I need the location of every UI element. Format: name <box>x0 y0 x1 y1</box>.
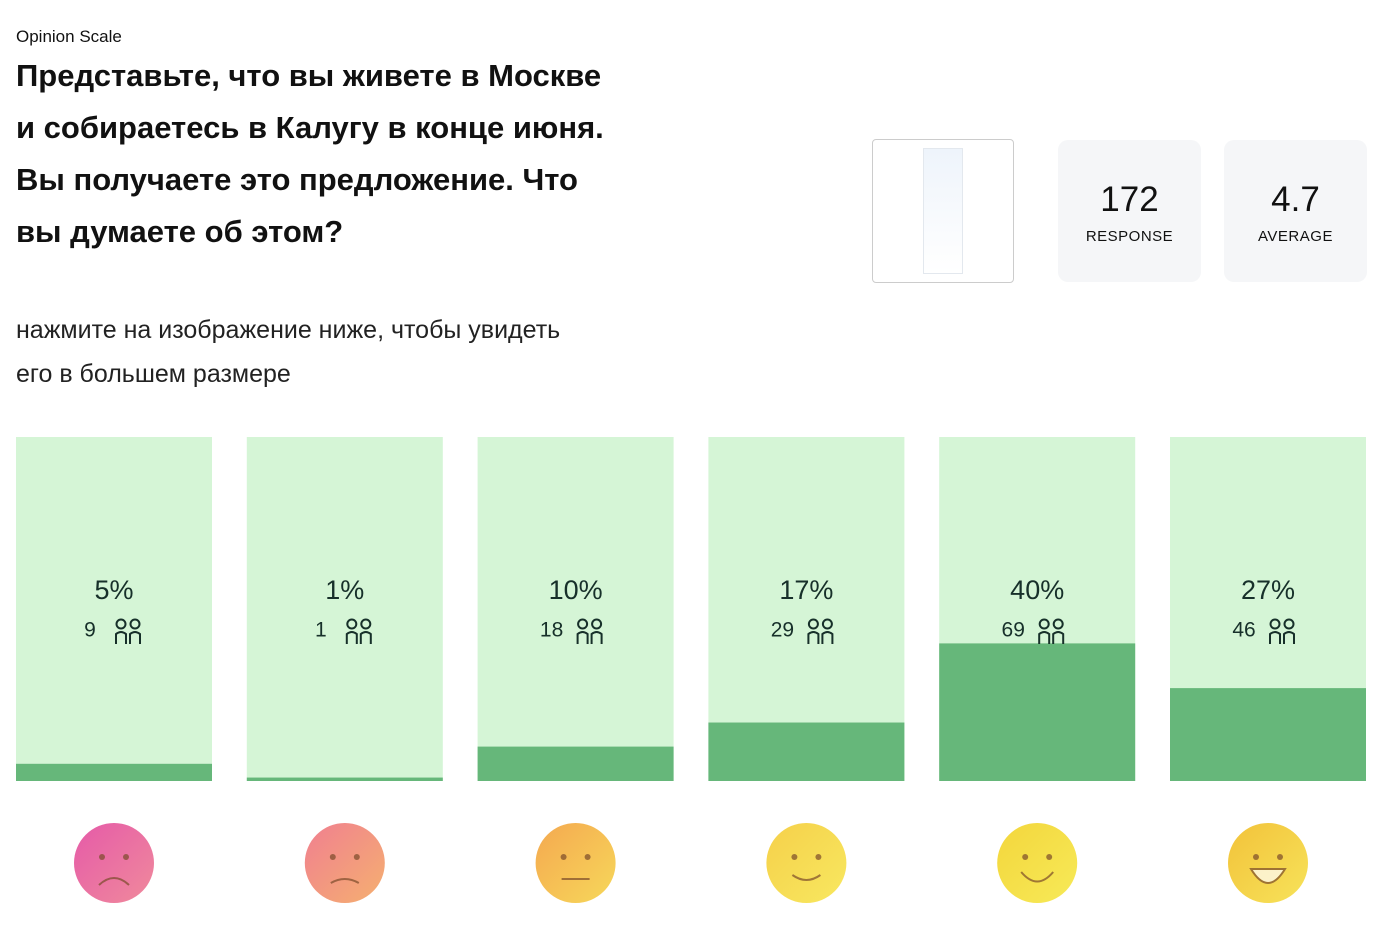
icon-part <box>115 618 127 630</box>
response-count: 9 <box>84 619 96 642</box>
hint: нажмите на изображение ниже, чтобы увиде… <box>16 316 561 388</box>
response-count: 46 <box>1232 619 1255 642</box>
face <box>535 823 616 903</box>
bar <box>16 763 212 781</box>
image-thumbnail[interactable] <box>872 139 1014 283</box>
bar-track <box>477 437 674 781</box>
icon-part <box>360 618 372 630</box>
mouth <box>1020 871 1054 883</box>
eye <box>815 854 822 860</box>
icon-part <box>346 618 358 630</box>
stat-label: RESPONSE <box>1085 228 1174 245</box>
icon-part <box>115 631 127 644</box>
question-type: Opinion Scale <box>16 27 122 46</box>
icon-part <box>807 618 819 630</box>
face <box>997 823 1078 903</box>
bar <box>708 722 905 781</box>
eye <box>99 854 105 860</box>
icon-part <box>821 618 833 630</box>
stat-card: 4.7 AVERAGE <box>1224 140 1367 282</box>
icon-part <box>1052 631 1065 644</box>
mouth <box>791 874 821 881</box>
emoji-face <box>535 823 616 903</box>
icon-part <box>576 631 589 644</box>
percent-label: 40% <box>1010 575 1064 605</box>
bar <box>1170 688 1366 781</box>
emoji-face <box>74 823 154 903</box>
people-icon <box>807 618 834 644</box>
icon-part <box>590 631 603 644</box>
icon-part <box>577 618 589 630</box>
stat-value: 172 <box>1100 180 1159 219</box>
icon-part <box>821 631 834 644</box>
face <box>766 823 847 903</box>
icon-part <box>1269 618 1281 630</box>
eye <box>353 854 360 860</box>
mouth <box>330 878 360 884</box>
icon-part <box>1283 631 1295 644</box>
stat-label: AVERAGE <box>1258 228 1333 245</box>
response-count: 1 <box>315 619 327 642</box>
eye <box>1046 854 1053 860</box>
icon-part <box>359 631 372 644</box>
bar <box>246 777 443 781</box>
response-count: 29 <box>771 619 794 642</box>
stat-value: 4.7 <box>1271 180 1320 219</box>
people-icon <box>576 618 603 644</box>
percent-label: 1% <box>325 575 364 605</box>
eye <box>584 854 591 860</box>
bar-track <box>16 437 212 781</box>
eye <box>560 854 567 860</box>
eye <box>791 854 798 860</box>
icon-part <box>1038 618 1050 630</box>
icon-part <box>1269 631 1281 644</box>
bar-track <box>246 437 443 781</box>
icon-part <box>591 618 603 630</box>
face <box>74 823 154 903</box>
bar <box>477 746 674 781</box>
face <box>1228 823 1308 903</box>
icon-part <box>345 631 358 644</box>
question: Представьте, что вы живете в Москве и со… <box>16 58 604 249</box>
emoji-face <box>766 823 847 903</box>
bar <box>939 643 1136 781</box>
bar-track <box>1170 437 1366 781</box>
percent-label: 10% <box>549 575 603 605</box>
response-count: 69 <box>1002 619 1025 642</box>
percent-label: 27% <box>1241 575 1295 605</box>
mouth <box>98 877 130 886</box>
icon-part <box>1052 618 1064 630</box>
icon-part <box>1283 618 1295 630</box>
percent-label: 5% <box>94 575 133 605</box>
eye <box>1277 854 1283 860</box>
bar-track <box>708 437 905 781</box>
eye <box>329 854 336 860</box>
stat-card: 172 RESPONSE <box>1058 140 1201 282</box>
emoji-face <box>1228 823 1308 903</box>
icon-part <box>807 631 820 644</box>
icon-part <box>129 618 141 630</box>
response-count: 18 <box>540 619 563 642</box>
emoji-face <box>997 823 1078 903</box>
eye <box>1022 854 1029 860</box>
people-icon <box>345 618 372 644</box>
percent-label: 17% <box>779 575 833 605</box>
people-icon <box>1269 618 1295 644</box>
face <box>304 823 385 903</box>
people-icon <box>115 618 141 644</box>
eye <box>123 854 129 860</box>
mouth <box>1249 868 1287 884</box>
bar-track <box>939 437 1136 781</box>
emoji-face <box>304 823 385 903</box>
icon-part <box>129 631 141 644</box>
people-icon <box>1038 618 1065 644</box>
eye <box>1253 854 1259 860</box>
icon-part <box>1038 631 1051 644</box>
